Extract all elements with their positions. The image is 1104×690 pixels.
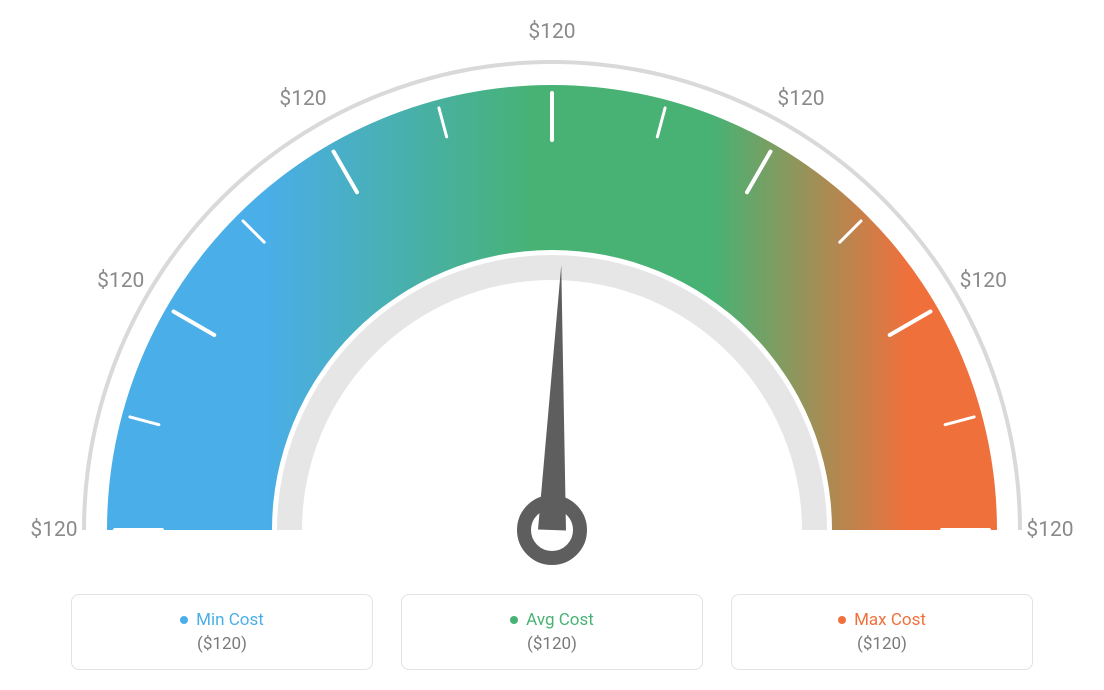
legend-label-avg: Avg Cost xyxy=(526,610,594,630)
gauge-tick-label: $120 xyxy=(279,87,326,111)
gauge-tick-label: $120 xyxy=(960,269,1007,293)
legend-value-avg: ($120) xyxy=(527,634,577,654)
legend-dot-avg xyxy=(510,616,518,624)
legend-row: Min Cost ($120) Avg Cost ($120) Max Cost… xyxy=(0,594,1104,670)
legend-dot-min xyxy=(180,616,188,624)
legend-card-min: Min Cost ($120) xyxy=(71,594,373,670)
legend-value-max: ($120) xyxy=(857,634,907,654)
legend-dot-max xyxy=(838,616,846,624)
gauge-tick-label: $120 xyxy=(1026,518,1073,542)
legend-label-min: Min Cost xyxy=(196,610,264,630)
gauge-tick-label: $120 xyxy=(528,20,575,44)
gauge-svg xyxy=(0,0,1104,580)
gauge-tick-label: $120 xyxy=(777,87,824,111)
legend-card-avg: Avg Cost ($120) xyxy=(401,594,703,670)
legend-label-max: Max Cost xyxy=(854,610,926,630)
gauge-tick-label: $120 xyxy=(97,269,144,293)
legend-card-max: Max Cost ($120) xyxy=(731,594,1033,670)
legend-value-min: ($120) xyxy=(197,634,247,654)
gauge-chart-container: $120 $120 $120 $120 $120 $120 $120 Min Cost ($… xyxy=(0,0,1104,690)
gauge-tick-label: $120 xyxy=(30,518,77,542)
